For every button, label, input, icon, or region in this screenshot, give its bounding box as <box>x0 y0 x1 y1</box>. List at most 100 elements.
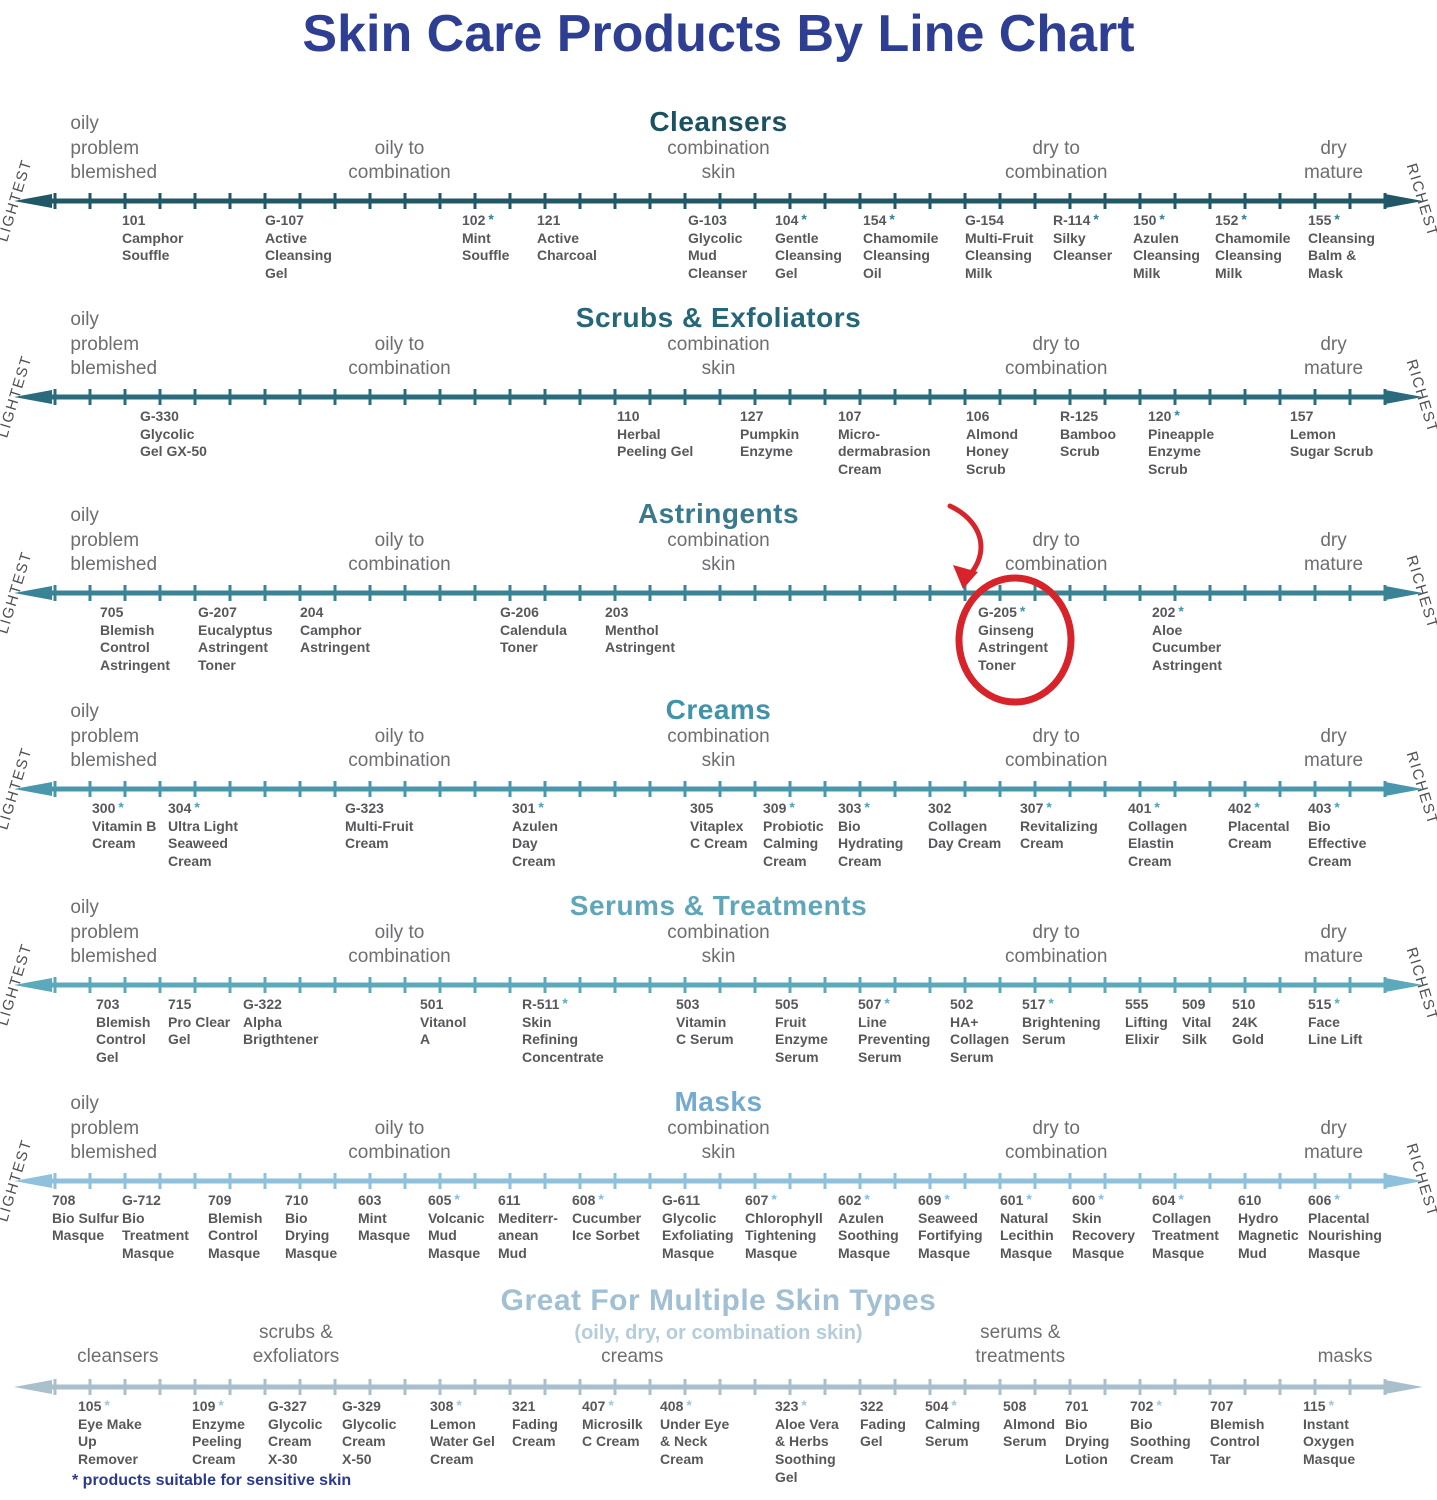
product-name: Vitamin C Serum <box>676 1013 734 1048</box>
product-entry: 607 * Chlorophyll Tightening Masque <box>745 1191 823 1263</box>
skin-type-labels: oily problem blemished oily to combinatio… <box>0 100 1437 186</box>
product-code: 600 * <box>1072 1191 1104 1208</box>
product-name: Vital Silk <box>1182 1013 1212 1048</box>
sensitive-star: * <box>1093 211 1099 227</box>
product-entry: 507 * Line Preventing Serum <box>858 995 931 1067</box>
sensitive-star: * <box>1026 1191 1032 1207</box>
sensitive-skin-footnote: * products suitable for sensitive skin <box>72 1472 352 1489</box>
line-axis-arrow <box>14 389 1423 405</box>
product-entry: 152 * Chamomile Cleansing Milk <box>1215 211 1290 283</box>
product-code: 104 * <box>775 211 807 228</box>
product-entry: 307 * Revitalizing Cream <box>1020 799 1098 853</box>
product-entry: G-107 Active Cleansing Gel <box>265 212 332 283</box>
line-axis-arrow <box>14 781 1423 797</box>
product-name: Chamomile Cleansing Oil <box>863 229 939 281</box>
product-name: Glycolic Cream X-30 <box>268 1415 323 1467</box>
category-title-masks: Masks <box>674 1086 763 1117</box>
product-code: G-712 <box>122 1192 161 1208</box>
product-name: Almond Serum <box>1003 1415 1056 1450</box>
product-entry: 110 Herbal Peeling Gel <box>617 408 693 461</box>
product-name: Bio Sulfur Masque <box>52 1209 119 1244</box>
skin-type-label: oily to combination <box>348 725 451 772</box>
product-name: Collagen Elastin Cream <box>1128 817 1188 869</box>
product-entry: 610 Hydro Magnetic Mud <box>1238 1192 1299 1263</box>
product-name: Line Preventing Serum <box>858 1013 931 1065</box>
product-name: Herbal Peeling Gel <box>617 425 694 460</box>
product-name: Azulen Cleansing Milk <box>1133 229 1200 281</box>
skin-type-labels: oily problem blemished oily to combinatio… <box>0 1080 1437 1166</box>
product-name: Gentle Cleansing Gel <box>775 229 842 281</box>
product-entry: 517 * Brightening Serum <box>1022 995 1101 1049</box>
product-code: 555 <box>1125 996 1149 1012</box>
product-code: 604 * <box>1152 1191 1184 1208</box>
product-code: 602 * <box>838 1191 870 1208</box>
product-code: R-511 * <box>522 995 568 1012</box>
product-name: Lemon Sugar Scrub <box>1290 425 1374 460</box>
product-code: 703 <box>96 996 120 1012</box>
product-code: 204 <box>300 604 324 620</box>
product-code: R-114 * <box>1053 211 1099 228</box>
product-code: 504 * <box>925 1397 957 1414</box>
product-entry: 157 Lemon Sugar Scrub <box>1290 408 1373 461</box>
product-name: Azulen Day Cream <box>512 817 558 869</box>
skin-type-label: oily to combination <box>348 921 451 968</box>
product-entry: 703 Blemish Control Gel <box>96 996 150 1067</box>
product-entry: 609 * Seaweed Fortifying Masque <box>918 1191 983 1263</box>
product-name: Skin Recovery Masque <box>1072 1209 1136 1261</box>
sensitive-star: * <box>1241 211 1247 227</box>
product-code: 708 <box>52 1192 76 1208</box>
product-code: 710 <box>285 1192 309 1208</box>
product-entry: G-323 Multi-Fruit Cream <box>345 800 413 853</box>
sensitive-star: * <box>456 1397 462 1413</box>
sensitive-star: * <box>538 799 544 815</box>
product-line-axis <box>0 974 1437 996</box>
sensitive-star: * <box>1334 995 1340 1011</box>
sensitive-star: * <box>194 799 200 815</box>
product-line-axis <box>0 778 1437 800</box>
product-name: Cleansing Balm & Mask <box>1308 229 1375 281</box>
product-entry: 555 Lifting Elixir <box>1125 996 1168 1049</box>
product-entry: 508 Almond Serum <box>1003 1398 1055 1451</box>
product-entry: 510 24K Gold <box>1232 996 1264 1049</box>
product-entry: R-125 Bamboo Scrub <box>1060 408 1116 461</box>
product-name: Hydro Magnetic Mud <box>1238 1209 1299 1261</box>
product-code: 609 * <box>918 1191 950 1208</box>
product-entry: 109 * Enzyme Peeling Cream <box>192 1397 245 1469</box>
product-entry: G-611 Glycolic Exfoliating Masque <box>662 1192 734 1263</box>
product-name: Brightening Serum <box>1022 1013 1101 1048</box>
product-code: 707 <box>1210 1398 1234 1414</box>
skin-type-label: oily to combination <box>348 333 451 380</box>
skin-type-label: oily problem blemished <box>70 700 158 772</box>
product-entry: 606 * Placental Nourishing Masque <box>1308 1191 1382 1263</box>
product-name: Almond Honey Scrub <box>966 425 1019 477</box>
product-code: 305 <box>690 800 714 816</box>
product-code: 502 <box>950 996 974 1012</box>
line-axis-arrow <box>14 585 1423 601</box>
product-code: G-107 <box>265 212 304 228</box>
category-subtitle: (oily, dry, or combination skin) <box>574 1322 863 1344</box>
product-name: Collagen Treatment Masque <box>1152 1209 1219 1261</box>
product-entry: 602 * Azulen Soothing Masque <box>838 1191 899 1263</box>
product-entry: 301 * Azulen Day Cream <box>512 799 558 871</box>
product-entry: 600 * Skin Recovery Masque <box>1072 1191 1136 1263</box>
sensitive-star: * <box>1156 1397 1162 1413</box>
product-entry: G-329 Glycolic Cream X-50 <box>342 1398 396 1469</box>
product-entry: 702 * Bio Soothing Cream <box>1130 1397 1191 1469</box>
product-name: Blemish Control Tar <box>1210 1415 1265 1467</box>
product-name: Instant Oxygen Masque <box>1303 1415 1356 1467</box>
product-name: Aloe Cucumber Astringent <box>1152 621 1222 673</box>
line-axis-arrow <box>14 193 1423 209</box>
product-code: 605 * <box>428 1191 460 1208</box>
product-name: Fading Cream <box>512 1415 558 1450</box>
category-title-multi: Great For Multiple Skin Types <box>500 1284 937 1317</box>
product-name: Silky Cleanser <box>1053 229 1113 264</box>
product-entry: 408 * Under Eye & Neck Cream <box>660 1397 729 1469</box>
product-name: Face Line Lift <box>1308 1013 1363 1048</box>
product-name: Calming Serum <box>925 1415 981 1450</box>
product-name: Mint Masque <box>358 1209 411 1244</box>
product-code: 110 <box>617 408 640 424</box>
product-code: G-207 <box>198 604 237 620</box>
sensitive-star: * <box>454 1191 460 1207</box>
product-entry: 709 Blemish Control Masque <box>208 1192 262 1263</box>
skin-type-label: dry mature <box>1303 137 1364 184</box>
